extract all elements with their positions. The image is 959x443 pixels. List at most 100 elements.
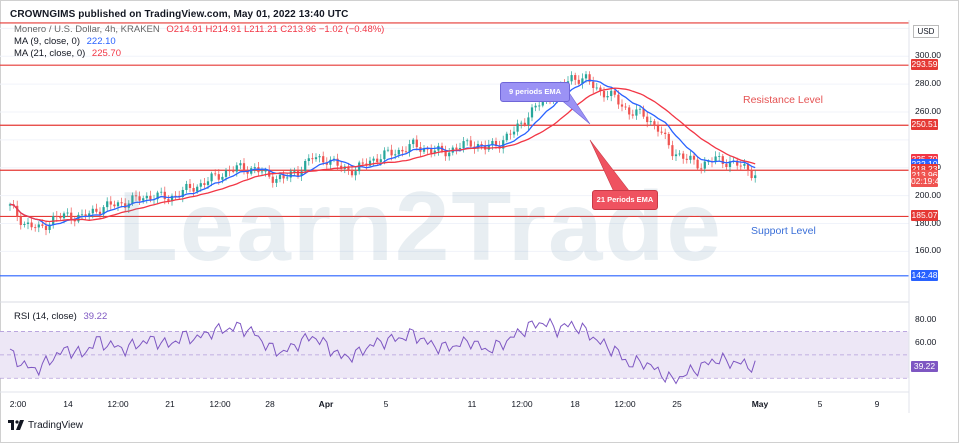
candle-body bbox=[293, 171, 296, 172]
candle-body bbox=[300, 171, 303, 176]
candle-body bbox=[480, 144, 483, 146]
candle-body bbox=[142, 198, 145, 201]
candle-body bbox=[41, 224, 44, 226]
price-tick-label: 300.00 bbox=[915, 50, 941, 61]
candle-body bbox=[62, 213, 66, 219]
candle-body bbox=[707, 161, 710, 163]
candle-body bbox=[340, 165, 343, 169]
candle-body bbox=[606, 96, 609, 98]
candle-body bbox=[131, 195, 134, 204]
price-tick-label: 180.00 bbox=[915, 217, 941, 228]
candle-body bbox=[210, 173, 213, 182]
candle-body bbox=[523, 122, 526, 125]
price-tag: 213.96 bbox=[911, 170, 938, 182]
candle-body bbox=[602, 90, 606, 98]
candle-body bbox=[106, 201, 109, 208]
candle-body bbox=[512, 131, 516, 135]
candle-body bbox=[588, 74, 591, 82]
ema9-callout: 9 periods EMA bbox=[500, 82, 570, 102]
candle-body bbox=[649, 121, 652, 123]
candle-body bbox=[660, 131, 663, 133]
time-tick-label: 25 bbox=[672, 399, 682, 409]
candle-body bbox=[390, 149, 393, 156]
candle-body bbox=[574, 75, 577, 80]
candle-body bbox=[336, 158, 339, 166]
candle-body bbox=[505, 133, 508, 141]
ma9-legend[interactable]: MA (9, close, 0) 222.10 bbox=[14, 36, 116, 47]
publisher-header: CROWNGIMS published on TradingView.com, … bbox=[10, 9, 349, 20]
candle-body bbox=[145, 195, 148, 199]
candle-body bbox=[534, 105, 537, 108]
candle-body bbox=[739, 165, 742, 167]
candle-body bbox=[541, 99, 544, 106]
rsi-value: 39.22 bbox=[83, 311, 108, 322]
candle-body bbox=[26, 222, 30, 224]
candle-body bbox=[700, 168, 703, 170]
candle-body bbox=[268, 169, 271, 177]
candle-body bbox=[750, 170, 753, 179]
time-tick-label: 12:00 bbox=[511, 399, 533, 409]
time-tick-label: May bbox=[751, 399, 769, 409]
time-tick-label: 12:00 bbox=[614, 399, 636, 409]
rsi-value-tag: 39.22 bbox=[911, 361, 938, 373]
candle-body bbox=[160, 191, 163, 193]
time-tick-label: 5 bbox=[817, 399, 823, 409]
candle-body bbox=[462, 141, 465, 149]
candle-body bbox=[422, 148, 426, 152]
candle-body bbox=[721, 156, 724, 164]
candle-body bbox=[372, 158, 375, 161]
candle-body bbox=[628, 107, 631, 115]
candle-body bbox=[304, 161, 307, 172]
candle-body bbox=[354, 171, 357, 176]
footer[interactable]: TradingView bbox=[8, 418, 83, 432]
candle-body bbox=[192, 187, 195, 192]
candle-body bbox=[469, 140, 472, 147]
symbol-legend: Monero / U.S. Dollar, 4h, KRAKEN O214.91… bbox=[14, 24, 384, 35]
rsi-tick-label: 60.00 bbox=[915, 337, 937, 348]
price-tag: 185.07 bbox=[911, 210, 938, 222]
currency-tag[interactable]: USD bbox=[913, 25, 939, 38]
rsi-legend[interactable]: RSI (14, close) 39.22 bbox=[14, 311, 107, 322]
candle-body bbox=[448, 152, 451, 157]
candle-body bbox=[620, 104, 624, 107]
candle-body bbox=[250, 168, 253, 174]
candle-body bbox=[138, 196, 141, 201]
candle-body bbox=[685, 158, 688, 160]
candle-body bbox=[386, 149, 390, 151]
rsi-label: RSI (14, close) bbox=[14, 311, 77, 322]
candle-body bbox=[736, 160, 739, 166]
candle-body bbox=[102, 207, 105, 215]
candle-body bbox=[599, 87, 602, 91]
candle-body bbox=[494, 140, 498, 146]
candle-body bbox=[570, 75, 573, 82]
candle-body bbox=[624, 106, 627, 108]
candle-body bbox=[66, 212, 69, 214]
candle-body bbox=[376, 158, 379, 163]
candle-body bbox=[253, 167, 256, 169]
candle-body bbox=[613, 90, 616, 95]
candle-body bbox=[466, 140, 469, 142]
candle-body bbox=[196, 186, 199, 192]
candle-body bbox=[530, 107, 534, 118]
ma21-legend[interactable]: MA (21, close, 0) 225.70 bbox=[14, 48, 121, 59]
candle-body bbox=[415, 139, 418, 148]
candle-body bbox=[120, 202, 123, 204]
price-tag: 250.51 bbox=[911, 119, 938, 131]
candle-body bbox=[516, 123, 519, 132]
candle-body bbox=[487, 144, 490, 150]
candle-body bbox=[19, 216, 22, 225]
symbol-name[interactable]: Monero / U.S. Dollar, 4h, KRAKEN bbox=[14, 24, 160, 35]
candle-body bbox=[678, 153, 681, 155]
candle-body bbox=[52, 216, 55, 225]
time-tick-label: 5 bbox=[383, 399, 389, 409]
candle-body bbox=[430, 149, 433, 154]
candle-body bbox=[30, 222, 33, 228]
candle-body bbox=[682, 153, 685, 159]
rsi-line bbox=[9, 317, 756, 385]
support-level-label: Support Level bbox=[751, 225, 816, 237]
candle-body bbox=[311, 158, 314, 160]
candle-body bbox=[592, 81, 595, 88]
candle-body bbox=[347, 166, 350, 171]
candle-body bbox=[188, 183, 192, 188]
